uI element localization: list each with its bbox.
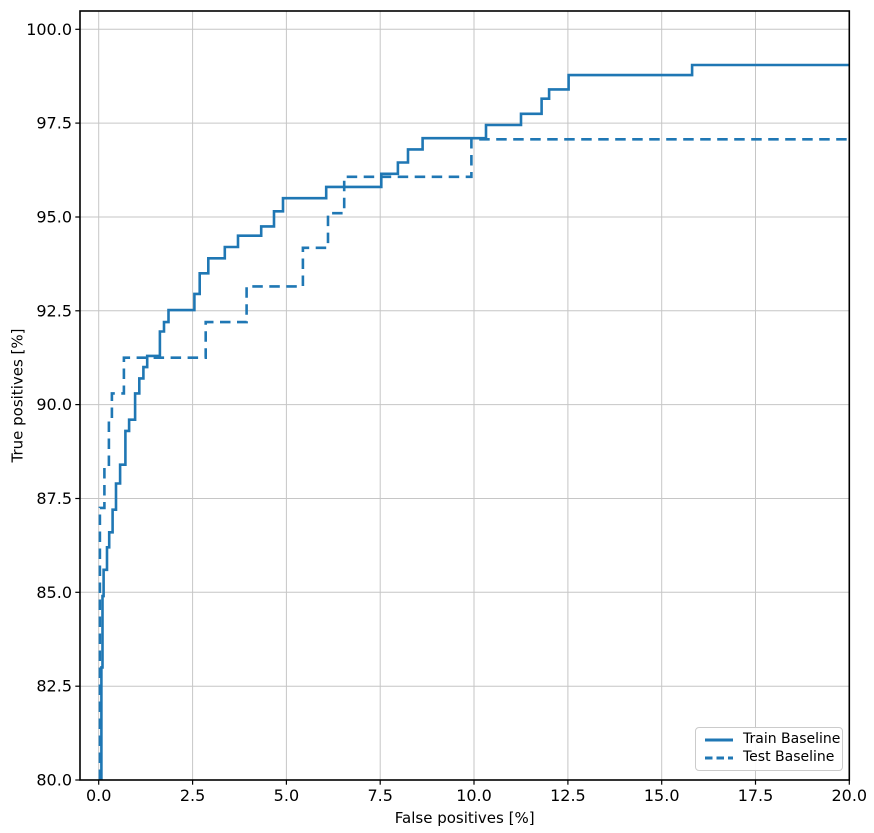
y-tick-label: 97.5 xyxy=(36,114,72,133)
legend-dashed-line-icon xyxy=(705,756,733,760)
y-tick-label: 80.0 xyxy=(36,771,72,790)
y-tick-label: 90.0 xyxy=(36,395,72,414)
y-tick-label: 85.0 xyxy=(36,583,72,602)
plot-border xyxy=(79,10,851,781)
x-tick-label: 20.0 xyxy=(831,786,867,805)
y-tick-label: 100.0 xyxy=(26,20,72,39)
y-tick-label: 92.5 xyxy=(36,301,72,320)
x-tick-label: 5.0 xyxy=(274,786,299,805)
legend-label: Train Baseline xyxy=(743,731,841,748)
axis-ticks: 0.0 2.5 5.0 7.5 10.0 12.5 15.0 17.5 20.0 80.0 82.5… xyxy=(26,20,867,805)
x-tick-label: 12.5 xyxy=(550,786,586,805)
series-lines xyxy=(98,63,850,780)
legend-entry: Test Baseline xyxy=(704,749,835,766)
grid-lines xyxy=(80,11,850,781)
series-line-test-baseline xyxy=(98,138,850,780)
legend-entry: Train Baseline xyxy=(704,732,840,747)
x-tick-label: 15.0 xyxy=(644,786,680,805)
x-tick-label: 10.0 xyxy=(456,786,492,805)
legend-solid-line-icon xyxy=(705,738,733,742)
y-tick-label: 95.0 xyxy=(36,208,72,227)
y-axis-label: True positives [%] xyxy=(9,328,27,463)
x-tick-label: 2.5 xyxy=(180,786,205,805)
y-tick-label: 82.5 xyxy=(36,677,72,696)
legend-label: Test Baseline xyxy=(743,749,835,766)
x-tick-label: 17.5 xyxy=(738,786,774,805)
series-line-train-baseline xyxy=(100,63,850,780)
legend: Train Baseline Test Baseline xyxy=(695,727,843,771)
x-tick-label: 7.5 xyxy=(367,786,392,805)
x-axis-label: False positives [%] xyxy=(395,809,535,827)
y-tick-label: 87.5 xyxy=(36,489,72,508)
x-tick-label: 0.0 xyxy=(86,786,111,805)
